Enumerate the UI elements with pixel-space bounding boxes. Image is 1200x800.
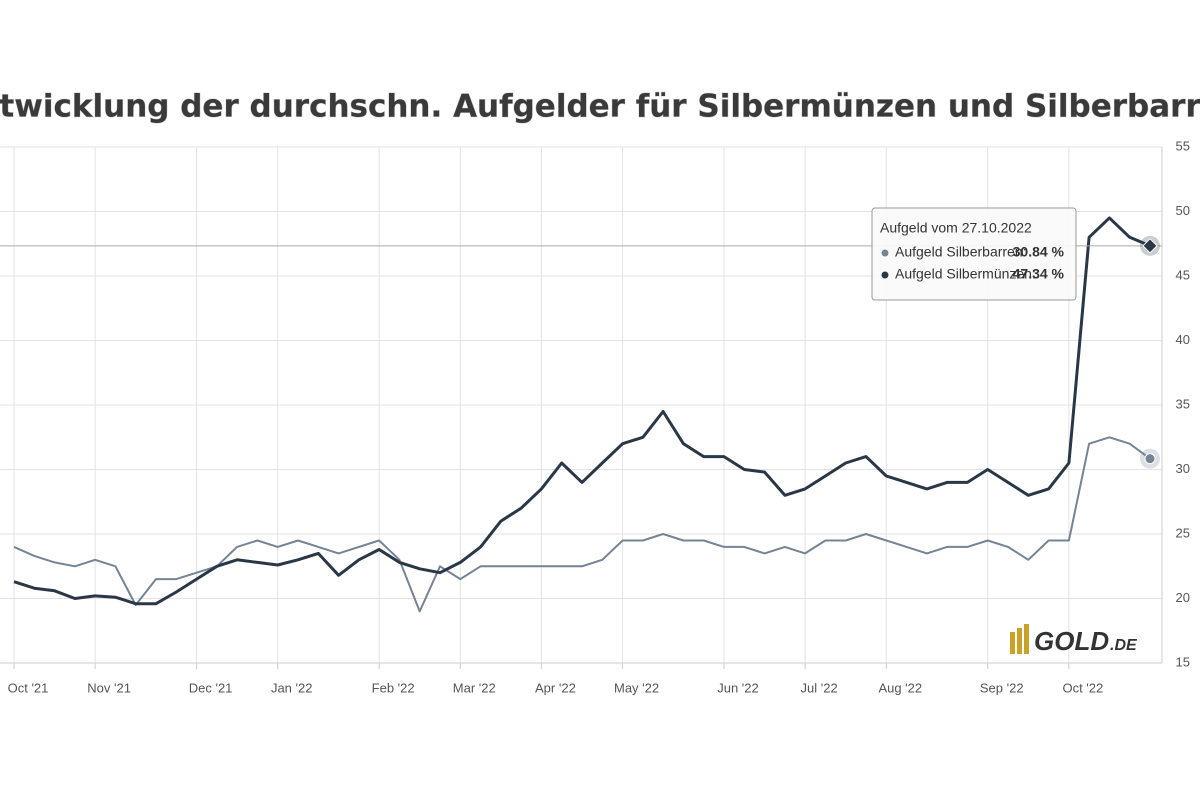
x-tick-label: Nov '21 xyxy=(87,680,131,695)
tooltip: Aufgeld vom 27.10.2022 Aufgeld Silberbarr… xyxy=(871,207,1077,301)
y-tick-label: 45 xyxy=(1176,267,1190,282)
logo: GOLD .DE xyxy=(1010,624,1138,656)
y-tick-label: 55 xyxy=(1176,138,1190,153)
x-tick-label: Aug '22 xyxy=(878,680,922,695)
x-tick-label: Mar '22 xyxy=(453,680,496,695)
tooltip-value: 30.84 % xyxy=(1013,244,1065,260)
x-tick-label: May '22 xyxy=(614,680,659,695)
x-tick-label: Oct '22 xyxy=(1062,680,1103,695)
tooltip-title: Aufgeld vom 27.10.2022 xyxy=(880,220,1032,236)
y-tick-label: 35 xyxy=(1176,396,1190,411)
logo-text: GOLD xyxy=(1034,626,1109,656)
x-tick-label: Oct '21 xyxy=(8,680,49,695)
tooltip-box xyxy=(871,207,1077,301)
tooltip-value: 47.34 % xyxy=(1013,266,1065,282)
tooltip-dot xyxy=(881,271,889,279)
logo-bar xyxy=(1024,624,1029,654)
tooltip-dot xyxy=(881,249,889,257)
y-tick-label: 15 xyxy=(1176,654,1190,669)
x-tick-label: Sep '22 xyxy=(980,680,1024,695)
x-tick-label: Jul '22 xyxy=(801,680,838,695)
chart-title: Entwicklung der durchschn. Aufgelder für… xyxy=(0,89,1200,125)
y-tick-label: 20 xyxy=(1176,590,1190,605)
x-tick-label: Feb '22 xyxy=(372,680,415,695)
logo-bar xyxy=(1017,628,1022,654)
y-tick-label: 30 xyxy=(1176,461,1190,476)
end-marker xyxy=(1144,453,1156,465)
x-tick-label: Jun '22 xyxy=(717,680,759,695)
x-tick-label: Jan '22 xyxy=(271,680,313,695)
end-marker xyxy=(1142,238,1158,254)
series-line xyxy=(13,216,1151,606)
x-tick-label: Apr '22 xyxy=(535,680,576,695)
logo-suffix: .DE xyxy=(1110,637,1138,654)
logo-bar xyxy=(1010,632,1015,654)
series-line xyxy=(13,436,1151,613)
y-tick-label: 50 xyxy=(1176,203,1190,218)
y-tick-label: 40 xyxy=(1176,332,1190,347)
tooltip-series-name: Aufgeld Silbermünzen: xyxy=(895,266,1036,282)
tooltip-series-name: Aufgeld Silberbarren: xyxy=(895,244,1027,260)
y-tick-label: 25 xyxy=(1176,525,1190,540)
x-tick-label: Dec '21 xyxy=(189,680,233,695)
